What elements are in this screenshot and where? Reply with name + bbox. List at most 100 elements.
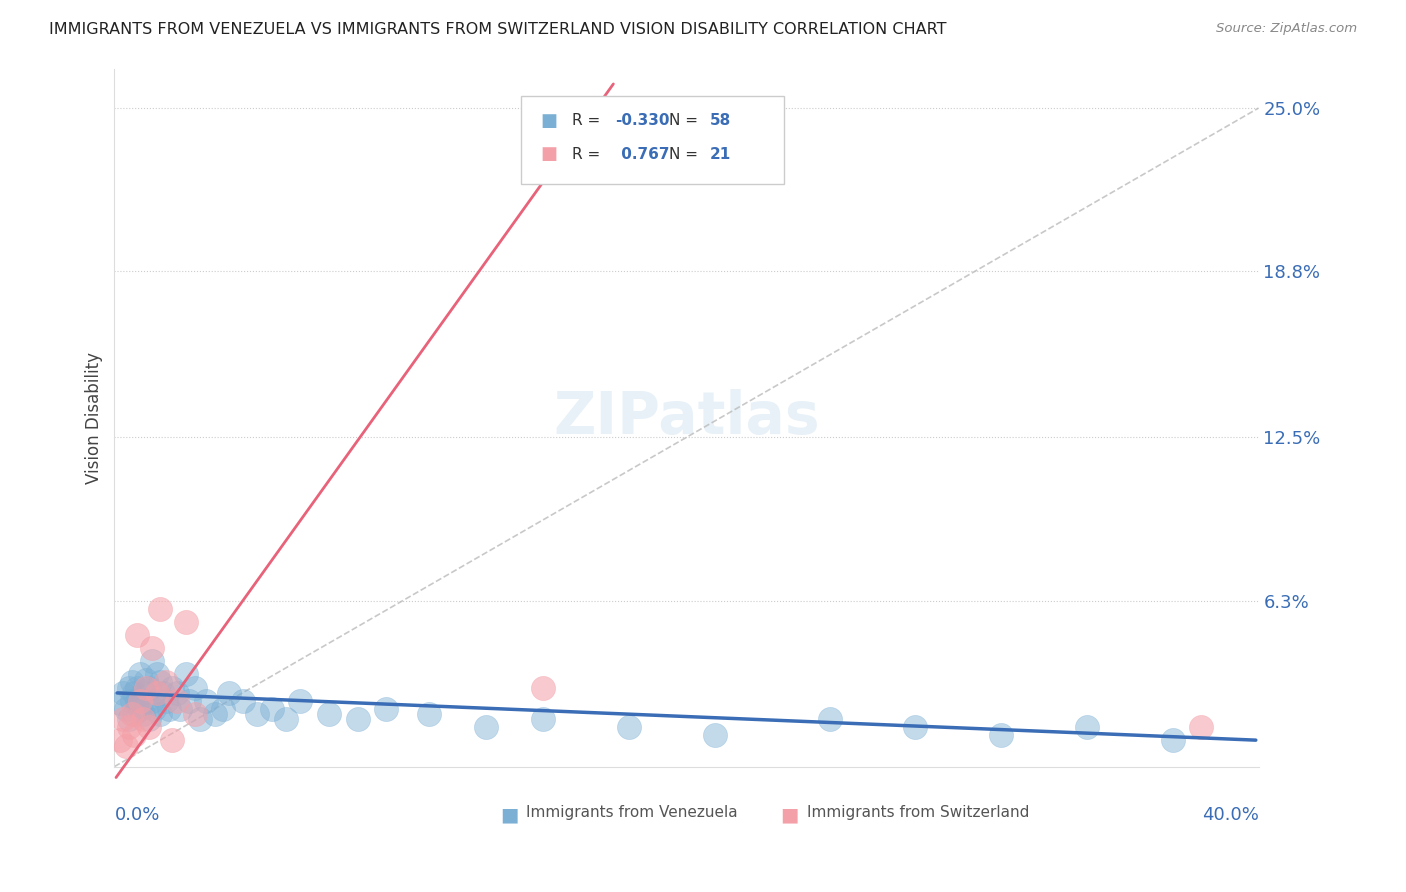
FancyBboxPatch shape bbox=[520, 96, 783, 184]
Point bbox=[149, 601, 172, 615]
Point bbox=[166, 686, 188, 700]
Text: N =: N = bbox=[669, 147, 703, 161]
Point bbox=[115, 701, 138, 715]
Point bbox=[141, 694, 163, 708]
Point bbox=[188, 712, 211, 726]
Point bbox=[108, 697, 131, 711]
Point bbox=[904, 720, 927, 734]
Text: N =: N = bbox=[669, 113, 703, 128]
Point bbox=[318, 706, 340, 721]
Point bbox=[246, 706, 269, 721]
Point bbox=[129, 694, 152, 708]
Point bbox=[115, 739, 138, 753]
Point bbox=[129, 667, 152, 681]
Point bbox=[260, 701, 283, 715]
Point bbox=[143, 701, 166, 715]
Point bbox=[155, 675, 177, 690]
Point bbox=[204, 706, 226, 721]
Text: ■: ■ bbox=[540, 112, 557, 130]
Point bbox=[232, 694, 254, 708]
Point bbox=[132, 686, 155, 700]
Point bbox=[146, 686, 169, 700]
Text: Immigrants from Venezuela: Immigrants from Venezuela bbox=[526, 805, 738, 820]
Text: ■: ■ bbox=[501, 805, 519, 824]
Point bbox=[146, 686, 169, 700]
Point bbox=[111, 712, 134, 726]
Point bbox=[135, 681, 157, 695]
Point bbox=[118, 712, 141, 726]
Point bbox=[418, 706, 440, 721]
Text: Source: ZipAtlas.com: Source: ZipAtlas.com bbox=[1216, 22, 1357, 36]
Point bbox=[533, 681, 555, 695]
Point bbox=[290, 694, 312, 708]
Point bbox=[146, 667, 169, 681]
Point bbox=[183, 681, 205, 695]
Point bbox=[124, 706, 146, 721]
Point bbox=[149, 706, 172, 721]
Point bbox=[138, 712, 160, 726]
Point bbox=[619, 720, 641, 734]
Point bbox=[166, 694, 188, 708]
Text: ■: ■ bbox=[540, 145, 557, 163]
Point bbox=[533, 712, 555, 726]
Point bbox=[1189, 720, 1212, 734]
Point bbox=[177, 694, 200, 708]
Text: ■: ■ bbox=[780, 805, 799, 824]
Point bbox=[138, 720, 160, 734]
Point bbox=[118, 681, 141, 695]
Point bbox=[818, 712, 841, 726]
Point bbox=[194, 694, 217, 708]
Point bbox=[174, 667, 197, 681]
Point bbox=[160, 681, 183, 695]
Point bbox=[274, 712, 297, 726]
Point bbox=[1076, 720, 1098, 734]
Text: Immigrants from Switzerland: Immigrants from Switzerland bbox=[807, 805, 1029, 820]
Point bbox=[129, 701, 152, 715]
Text: 40.0%: 40.0% bbox=[1202, 806, 1258, 824]
Point bbox=[127, 628, 149, 642]
Text: 0.0%: 0.0% bbox=[114, 806, 160, 824]
Text: R =: R = bbox=[572, 113, 605, 128]
Point bbox=[183, 706, 205, 721]
Point bbox=[174, 615, 197, 629]
Point bbox=[124, 728, 146, 742]
Point bbox=[141, 641, 163, 656]
Point bbox=[135, 694, 157, 708]
Point bbox=[135, 673, 157, 687]
Point bbox=[704, 728, 727, 742]
Point bbox=[160, 733, 183, 747]
Point bbox=[212, 701, 235, 715]
Point bbox=[127, 694, 149, 708]
Text: ZIPatlas: ZIPatlas bbox=[553, 389, 820, 446]
Point bbox=[132, 712, 155, 726]
Text: 0.767: 0.767 bbox=[616, 147, 669, 161]
Point bbox=[152, 686, 174, 700]
Point bbox=[1161, 733, 1184, 747]
Point bbox=[138, 681, 160, 695]
Point bbox=[157, 701, 180, 715]
Point bbox=[218, 686, 240, 700]
Point bbox=[346, 712, 368, 726]
Point bbox=[121, 706, 143, 721]
Point bbox=[127, 681, 149, 695]
Point bbox=[141, 654, 163, 668]
Point bbox=[375, 701, 398, 715]
Text: IMMIGRANTS FROM VENEZUELA VS IMMIGRANTS FROM SWITZERLAND VISION DISABILITY CORRE: IMMIGRANTS FROM VENEZUELA VS IMMIGRANTS … bbox=[49, 22, 946, 37]
Point bbox=[155, 694, 177, 708]
Point bbox=[132, 706, 155, 721]
Text: R =: R = bbox=[572, 147, 605, 161]
Text: -0.330: -0.330 bbox=[616, 113, 671, 128]
Point bbox=[121, 675, 143, 690]
Point bbox=[475, 720, 498, 734]
Point bbox=[149, 675, 172, 690]
Text: 21: 21 bbox=[710, 147, 731, 161]
Point bbox=[108, 733, 131, 747]
Point bbox=[118, 720, 141, 734]
Point bbox=[990, 728, 1012, 742]
Point bbox=[121, 694, 143, 708]
Y-axis label: Vision Disability: Vision Disability bbox=[86, 351, 103, 483]
Point bbox=[169, 701, 191, 715]
Point bbox=[111, 686, 134, 700]
Point bbox=[124, 686, 146, 700]
Text: 58: 58 bbox=[710, 113, 731, 128]
